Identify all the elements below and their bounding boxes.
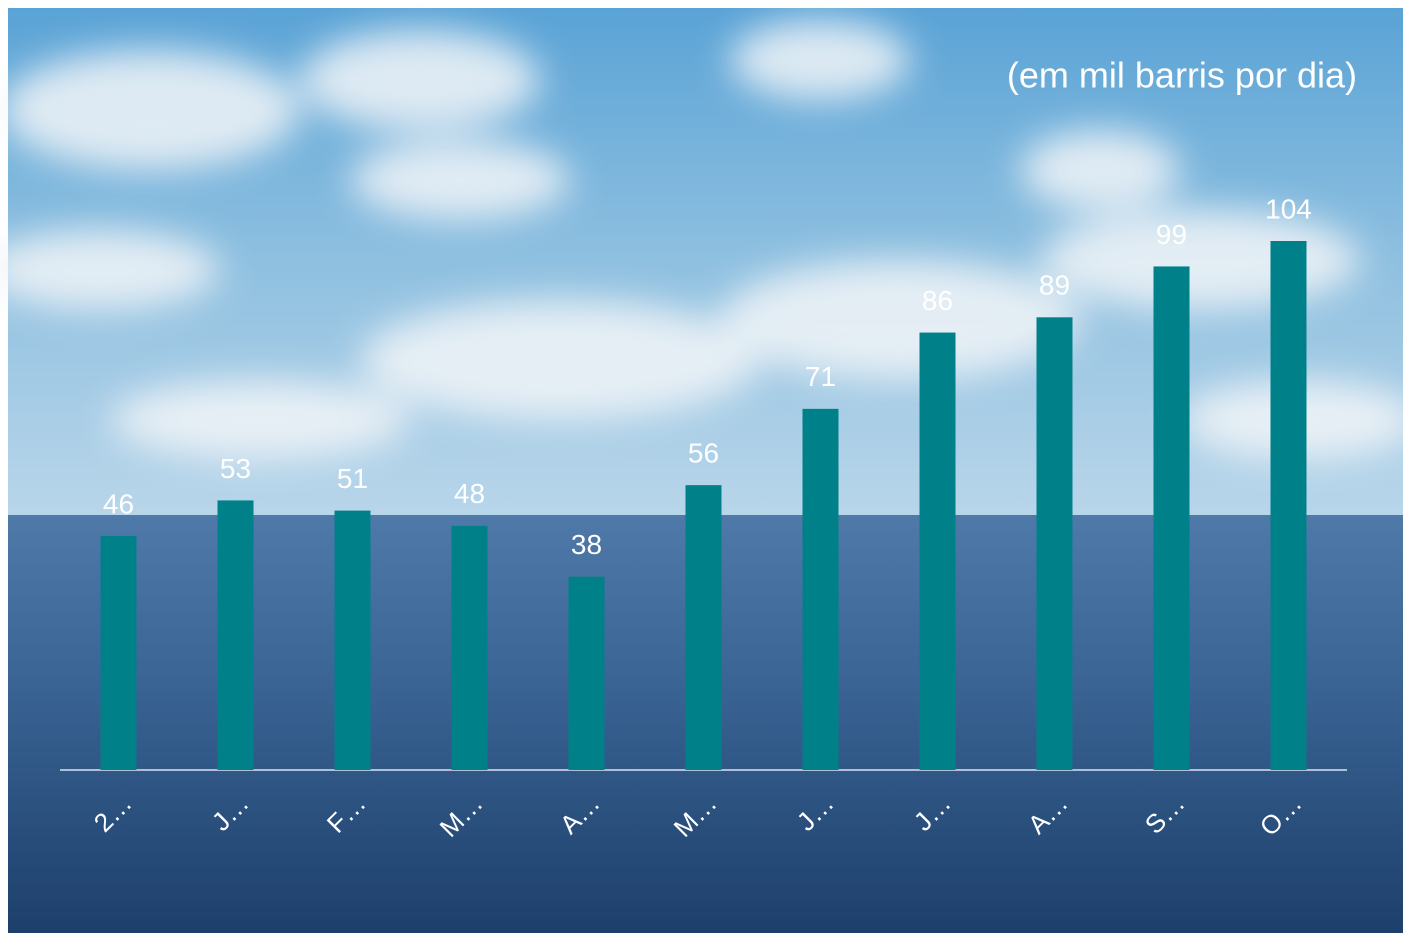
value-label: 99	[1156, 219, 1187, 250]
value-label: 104	[1265, 193, 1312, 224]
bar	[802, 408, 839, 770]
value-label: 56	[688, 438, 719, 469]
value-label: 38	[571, 529, 602, 560]
value-label: 46	[103, 488, 134, 519]
chart-title: (em mil barris por dia)	[1007, 55, 1357, 96]
bar	[1153, 266, 1190, 770]
bar	[1036, 317, 1073, 770]
value-label: 86	[922, 285, 953, 316]
bar	[568, 576, 605, 770]
bar	[334, 510, 371, 770]
value-label: 89	[1039, 270, 1070, 301]
value-label: 48	[454, 478, 485, 509]
bar	[451, 525, 488, 770]
value-label: 71	[805, 361, 836, 392]
bar	[217, 500, 254, 770]
value-label: 53	[220, 453, 251, 484]
bar	[919, 332, 956, 770]
value-label: 51	[337, 463, 368, 494]
bar	[685, 485, 722, 770]
bar	[1270, 241, 1307, 770]
bar	[100, 536, 137, 770]
